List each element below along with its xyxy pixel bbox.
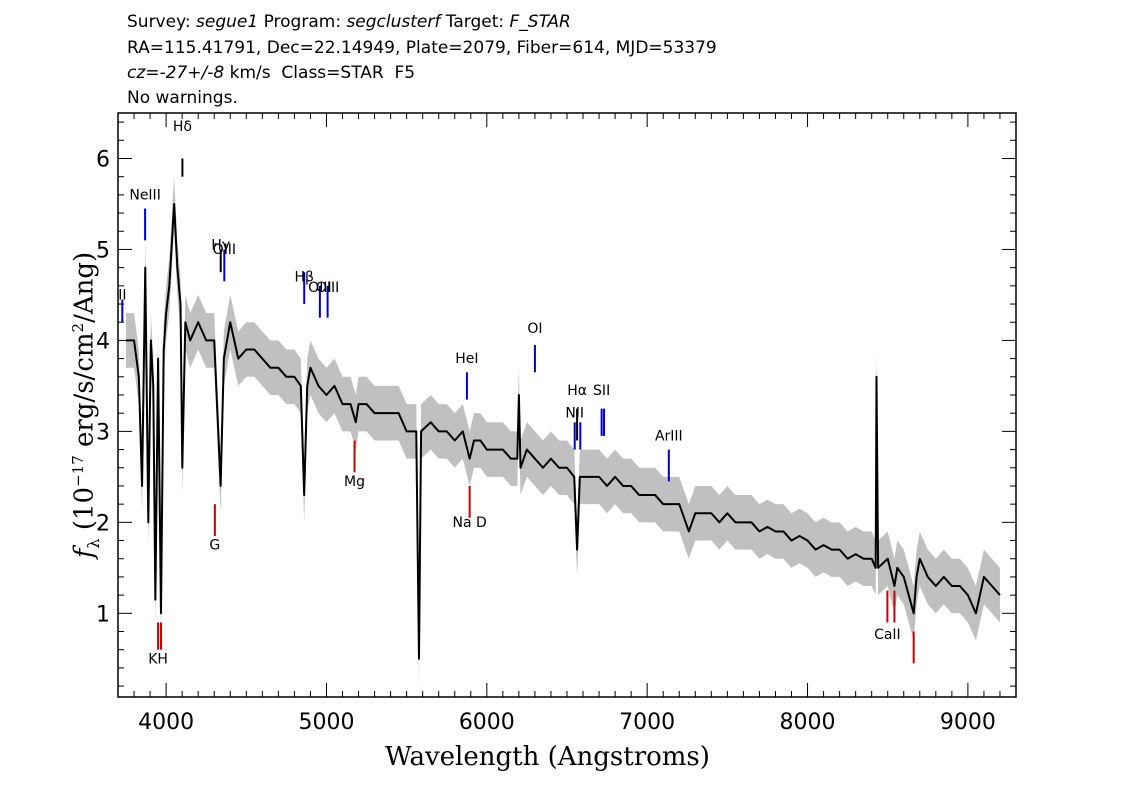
y-tick-label: 1	[96, 602, 110, 627]
error-band	[126, 176, 1000, 687]
survey-value: segue1	[196, 12, 259, 32]
line-marker-label: Hα	[567, 383, 587, 399]
y-axis-label-sub: λ	[83, 538, 103, 549]
program-label: Program:	[258, 12, 347, 32]
flux-series	[126, 202, 1001, 660]
y-axis-label-exp2: 2	[69, 322, 88, 333]
line-marker-label: Hγ	[211, 237, 230, 253]
cz-eq: =	[145, 63, 160, 83]
y-axis-label-mid: (10	[69, 486, 100, 539]
line-marker-label: Hβ	[294, 269, 313, 285]
y-axis-label-end: /Ang)	[69, 251, 100, 323]
cz-suffix: km/s Class=STAR F5	[224, 63, 416, 83]
header-line-1: Survey: segue1 Program: segclusterf Targ…	[127, 12, 571, 32]
line-marker-label: CaII	[874, 627, 901, 643]
line-marker-label: G	[209, 538, 220, 554]
header-line-3: cz=-27+/-8 km/s Class=STAR F5	[127, 63, 415, 83]
x-axis-label: Wavelength (Angstroms)	[385, 742, 710, 772]
cz-value: -27+/-8	[159, 63, 225, 83]
y-tick-label: 2	[96, 511, 110, 536]
cz-prefix: cz	[127, 63, 146, 83]
survey-label: Survey:	[127, 12, 197, 32]
line-marker-label: OIII	[316, 280, 339, 296]
target-label: Target:	[440, 12, 510, 32]
line-marker-label: Mg	[344, 474, 365, 490]
header-line-4: No warnings.	[127, 88, 238, 108]
y-axis-label-f: f	[69, 548, 100, 559]
x-tick-label: 8000	[780, 710, 836, 735]
y-axis-label-mid2: erg/s/cm	[69, 332, 100, 456]
target-value: F_STAR	[509, 12, 571, 32]
line-marker-label: OIII	[308, 280, 331, 296]
x-tick-label: 9000	[940, 710, 996, 735]
x-tick-label: 5000	[298, 710, 354, 735]
program-value: segclusterf	[346, 12, 441, 32]
y-tick-label: 5	[96, 238, 110, 263]
line-marker-label: NII	[565, 406, 584, 422]
header-line-2: RA=115.41791, Dec=22.14949, Plate=2079, …	[127, 38, 717, 58]
line-marker-label: KH	[148, 651, 168, 667]
line-marker-label: OI	[527, 321, 542, 337]
line-marker-label: ArIII	[655, 428, 683, 444]
line-marker-label: OIII	[213, 242, 236, 258]
line-marker-label: HeI	[455, 351, 478, 367]
x-tick-label: 6000	[459, 710, 515, 735]
line-marker-label: Hδ	[173, 119, 192, 135]
y-tick-label: 6	[96, 147, 110, 172]
y-tick-label: 3	[96, 420, 110, 445]
line-marker-label: II	[118, 287, 126, 303]
line-marker-label: SII	[593, 383, 610, 399]
x-tick-label: 4000	[138, 710, 194, 735]
y-tick-label: 4	[96, 329, 110, 354]
y-axis-label: fλ (10−17 erg/s/cm2/Ang)	[69, 195, 103, 615]
line-marker-label: NeIII	[129, 187, 160, 203]
y-axis-label-exp: −17	[69, 455, 88, 487]
line-marker-label: Na D	[453, 515, 487, 531]
x-tick-label: 7000	[619, 710, 675, 735]
